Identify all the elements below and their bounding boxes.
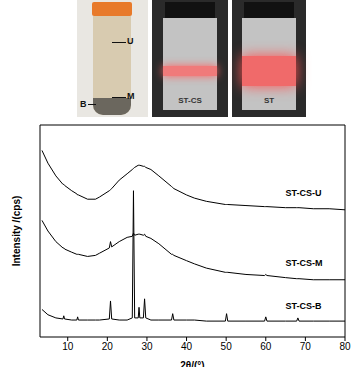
- html-text:ST: ST: [263, 96, 275, 105]
- svg-text:ST-CS-U: ST-CS-U: [286, 188, 322, 198]
- html-text:B: B: [80, 99, 87, 109]
- svg-text:Intensity /(cps): Intensity /(cps): [11, 196, 22, 267]
- svg-text:ST-CS-B: ST-CS-B: [286, 301, 323, 311]
- svg-text:40: 40: [181, 341, 193, 352]
- svg-text:ST-CS-M: ST-CS-M: [286, 258, 323, 268]
- svg-text:60: 60: [260, 341, 272, 352]
- svg-text:30: 30: [141, 341, 153, 352]
- svg-text:70: 70: [300, 341, 312, 352]
- svg-text:10: 10: [62, 341, 74, 352]
- svg-text:80: 80: [339, 341, 351, 352]
- html-text:M: M: [127, 91, 135, 101]
- svg-text:50: 50: [221, 341, 233, 352]
- svg-text:2θ/(°): 2θ/(°): [180, 360, 204, 367]
- html-text:ST-CS: ST-CS: [178, 96, 202, 105]
- html-text:U: U: [127, 36, 134, 46]
- svg-text:20: 20: [102, 341, 114, 352]
